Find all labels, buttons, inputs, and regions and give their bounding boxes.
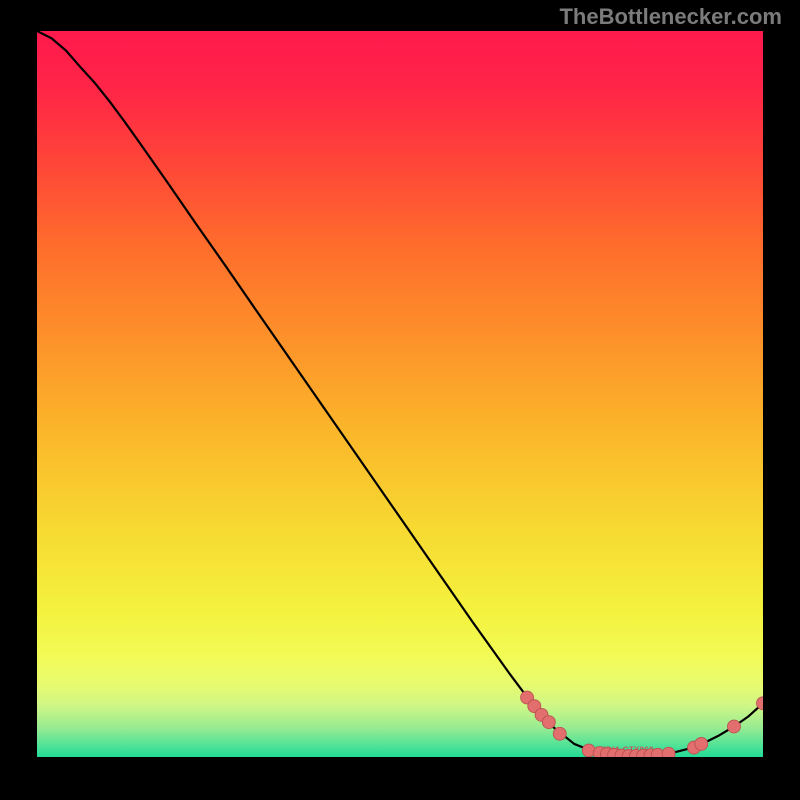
data-marker [542,716,555,729]
chart-svg: NVIDIA GTX960 [37,31,763,757]
watermark-text: TheBottlenecker.com [559,4,782,30]
data-marker [553,727,566,740]
chart-plot-area: NVIDIA GTX960 [37,31,763,757]
data-marker [662,747,675,757]
data-marker [695,737,708,750]
data-marker [727,720,740,733]
chart-background [37,31,763,757]
